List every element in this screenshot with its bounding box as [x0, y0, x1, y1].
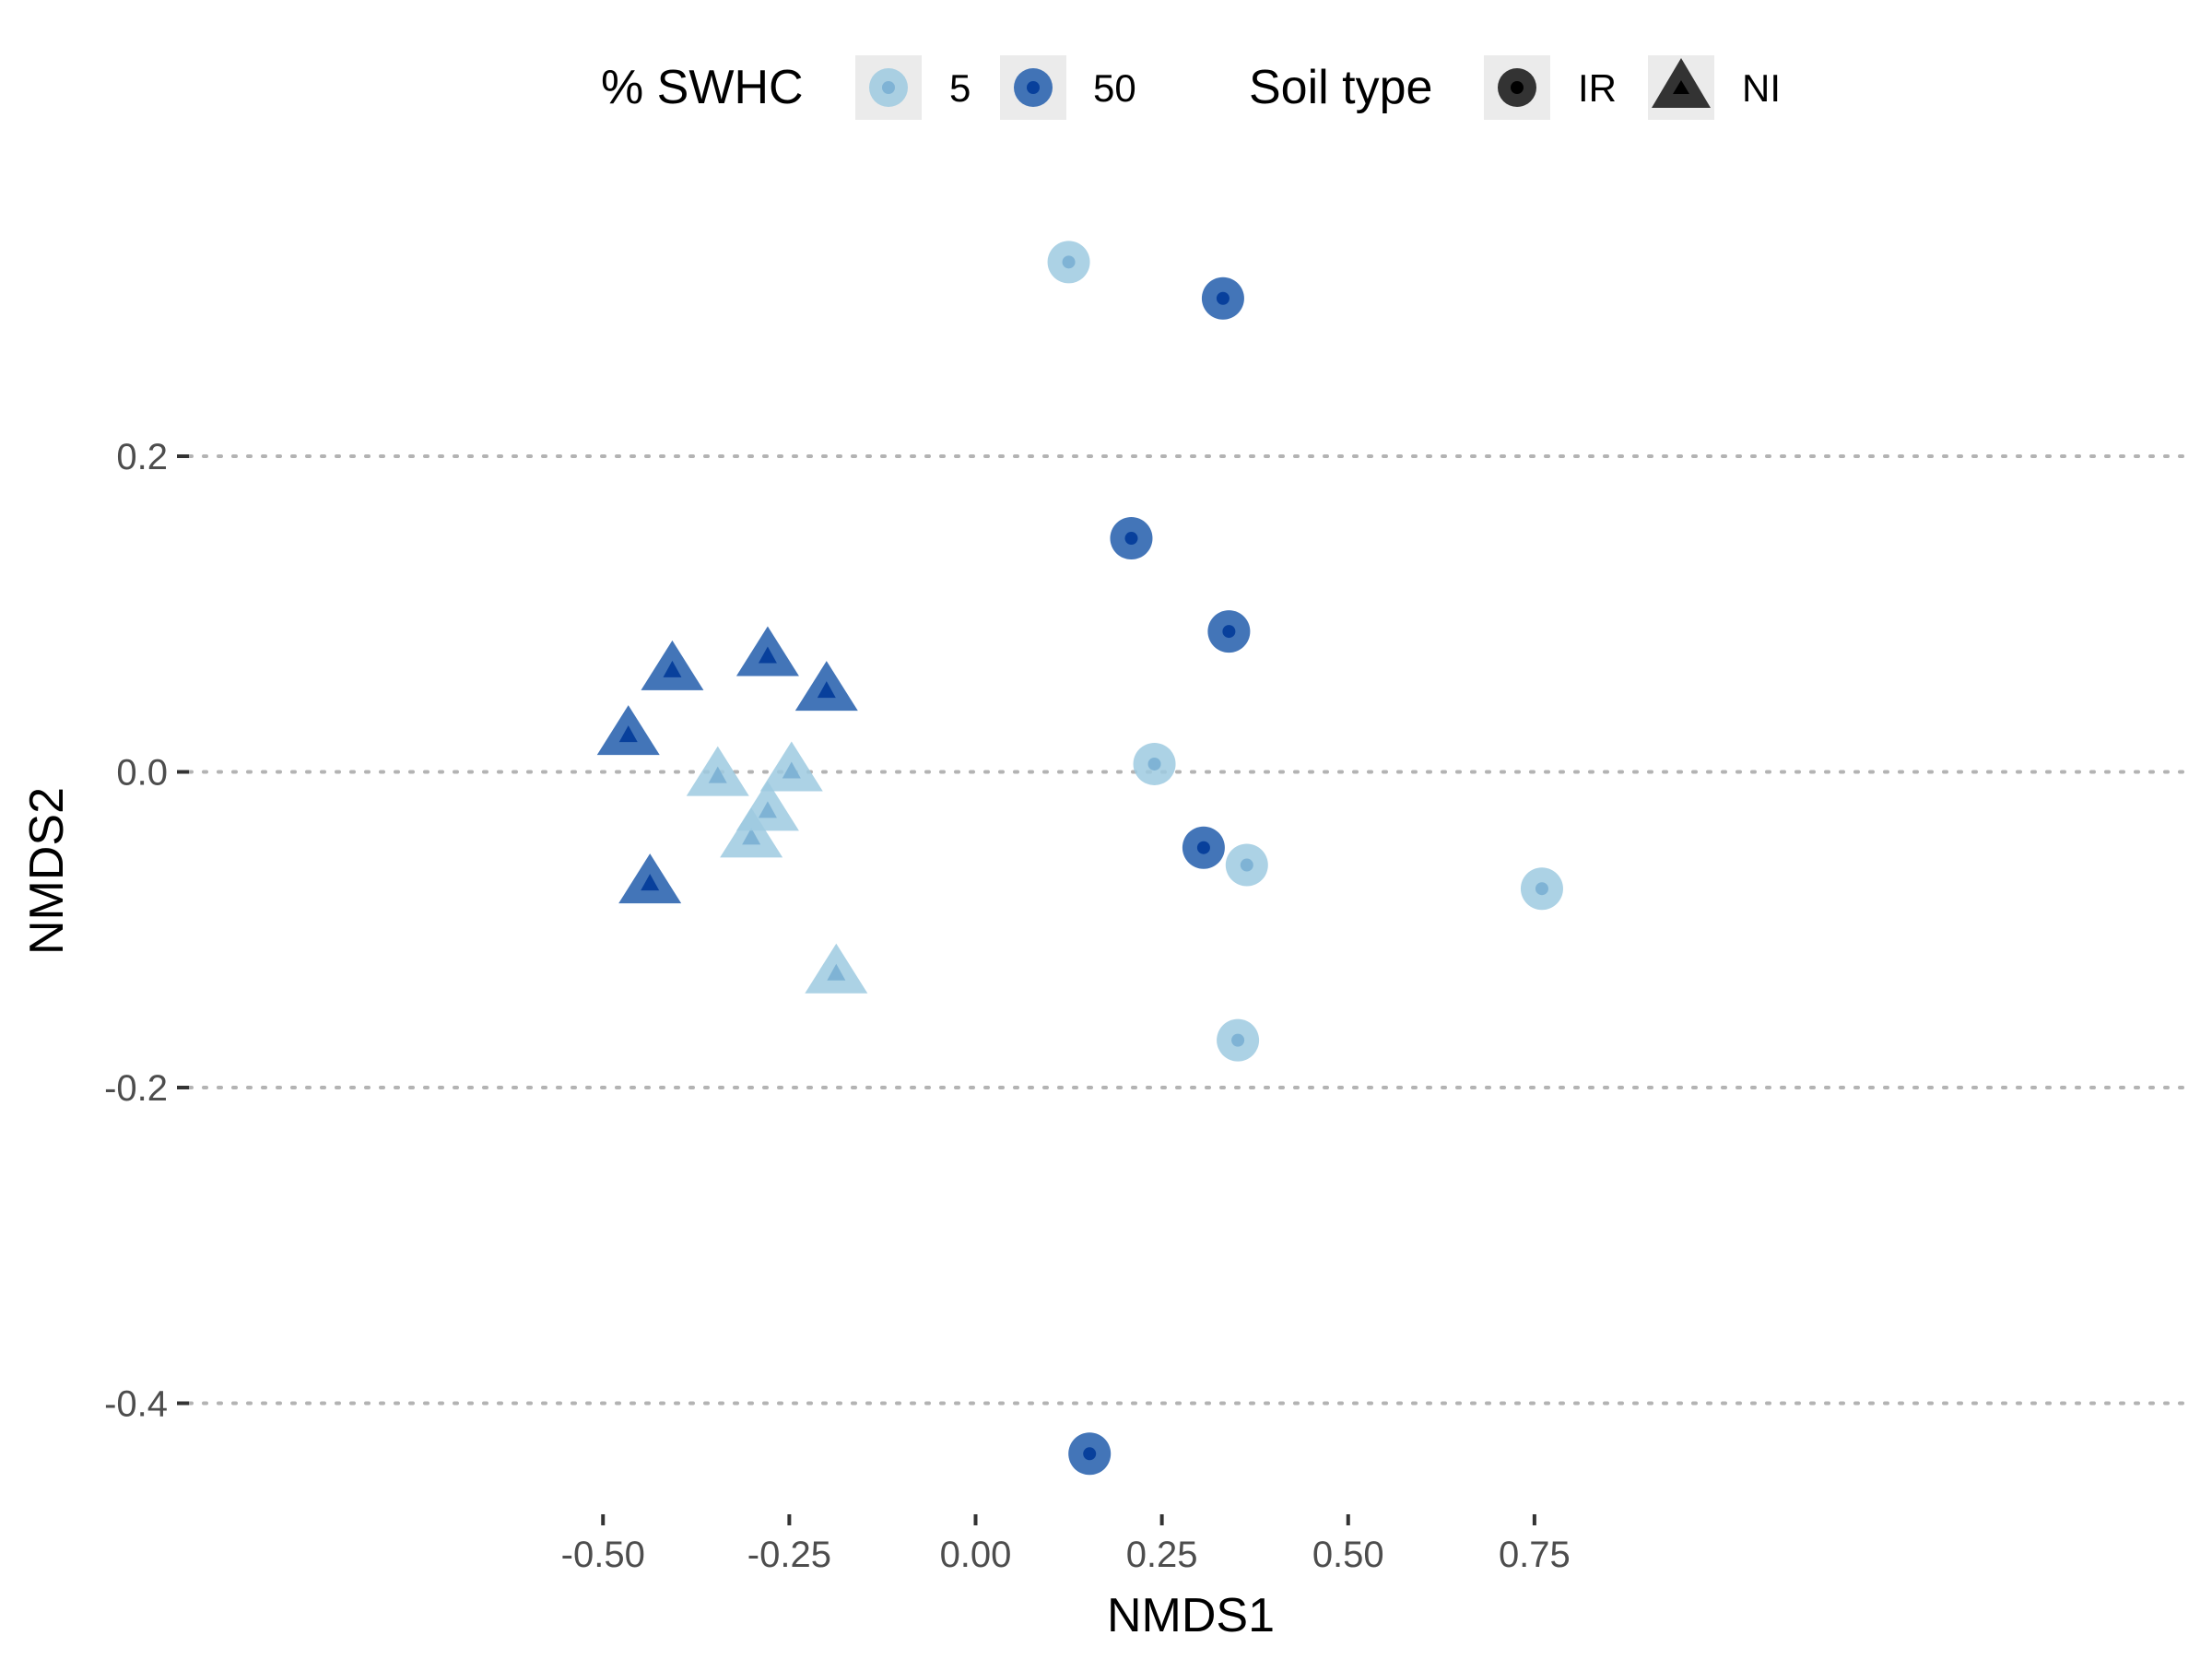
x-tick-label: -0.50 [561, 1535, 645, 1575]
legend-label-swhc-50: 50 [1093, 66, 1136, 110]
point-swhc-5-ni-triangle-center [708, 766, 727, 783]
x-tick-label: 0.50 [1312, 1535, 1384, 1575]
point-swhc-5-ni-triangle-center [827, 963, 846, 981]
gridlines [187, 454, 2191, 1406]
point-swhc-50-ir-circle-center [1083, 1447, 1097, 1461]
point-swhc-5-ni-triangle-center [782, 761, 801, 779]
point-swhc-50-ir-circle-center [1216, 291, 1230, 305]
legend: % SWHC 5 50 Soil type IR NI [601, 55, 1781, 120]
point-swhc-5-ir-circle-center [1535, 882, 1548, 896]
x-tick-label: -0.25 [747, 1535, 831, 1575]
legend-label-soil-ir: IR [1578, 66, 1617, 110]
point-swhc-5-ni-triangle-center [742, 828, 761, 845]
axes: 0.2 0.0 -0.2 -0.4 -0.50 -0.25 0.00 0.25 0.50 0.75 [104, 437, 1571, 1575]
legend-key-soil-ni-inner [1673, 80, 1689, 94]
point-swhc-5-ir-circle-center [1231, 1033, 1245, 1047]
point-swhc-50-ir-circle-center [1196, 841, 1210, 854]
legend-key-soil-ir-inner [1511, 81, 1524, 94]
legend-title-swhc: % SWHC [601, 61, 804, 114]
point-swhc-50-ni-triangle-center [641, 874, 660, 891]
legend-key-swhc-5-inner [882, 81, 895, 94]
point-swhc-50-ni-triangle-center [758, 646, 777, 664]
data-points [596, 241, 1563, 1476]
point-swhc-50-ir-circle-center [1124, 532, 1138, 546]
point-swhc-5-ir-circle-center [1240, 858, 1253, 872]
point-swhc-50-ir-circle-center [1222, 625, 1236, 639]
x-tick-label: 0.00 [940, 1535, 1012, 1575]
legend-label-swhc-5: 5 [949, 66, 971, 110]
point-swhc-50-ni-triangle-center [817, 681, 836, 699]
y-axis-title: NMDS2 [20, 787, 74, 955]
y-tick-label: 0.0 [116, 753, 168, 794]
point-swhc-5-ir-circle-center [1147, 757, 1161, 771]
legend-label-soil-ni: NI [1742, 66, 1781, 110]
point-swhc-5-ni-triangle-center [758, 801, 777, 818]
legend-key-swhc-50-inner [1027, 81, 1040, 94]
x-tick-label: 0.75 [1499, 1535, 1571, 1575]
point-swhc-50-ni-triangle-center [618, 725, 638, 743]
point-swhc-50-ni-triangle-center [663, 660, 682, 677]
x-tick-label: 0.25 [1126, 1535, 1198, 1575]
point-swhc-5-ir-circle-center [1062, 255, 1076, 269]
y-tick-label: 0.2 [116, 437, 168, 477]
legend-title-soil-type: Soil type [1249, 61, 1432, 114]
x-axis-title: NMDS1 [1107, 1589, 1275, 1642]
y-tick-label: -0.4 [104, 1384, 168, 1425]
y-tick-label: -0.2 [104, 1068, 168, 1109]
